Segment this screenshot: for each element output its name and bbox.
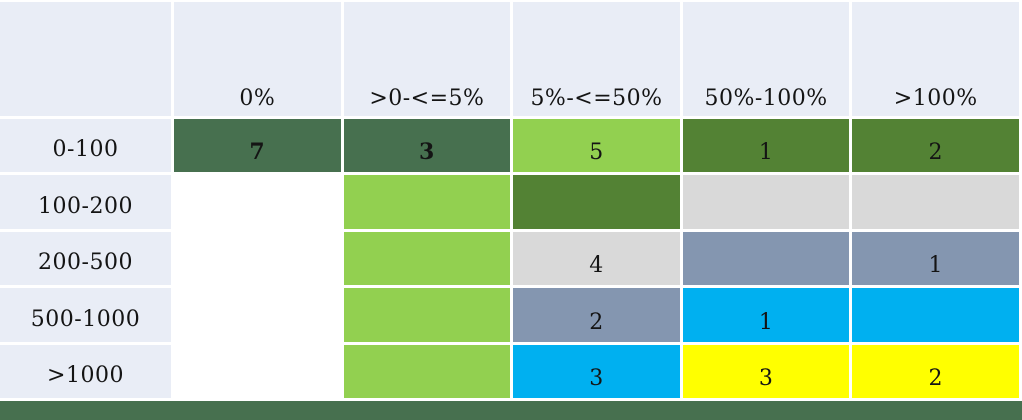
heatmap-cell-r1c2 [513, 175, 680, 229]
row-header-4: >1000 [0, 344, 171, 398]
heatmap-cell-r4c4: 2 [852, 344, 1019, 398]
heatmap-cell-r0c0: 7 [174, 119, 341, 173]
heatmap-cell-r4c3: 3 [682, 344, 850, 398]
heatmap-cell-r1c3 [682, 175, 850, 229]
row-header-2: 200-500 [0, 231, 171, 286]
heatmap-cell-r1c4 [852, 175, 1019, 229]
column-header-3: 50%-100% [682, 2, 850, 116]
matrix-grid: 0% >0-<=5% 5%-<=50% 50%-100% >100% 0-100 7 3 5 1 2… [0, 0, 1019, 398]
heatmap-cell-r1c1 [343, 175, 511, 229]
heatmap-cell-r3c4 [852, 288, 1019, 342]
heatmap-cell-r0c1: 3 [343, 119, 511, 173]
heatmap-cell-r3c3: 1 [682, 288, 850, 342]
heatmap-cell-r0c4: 2 [852, 119, 1019, 173]
heatmap-cell-r2c2: 4 [513, 231, 680, 286]
heatmap-cell-r0c3: 1 [682, 119, 850, 173]
row-header-3: 500-1000 [0, 288, 171, 342]
heatmap-cell-r4c1 [343, 344, 511, 398]
column-header-1: >0-<=5% [343, 2, 511, 116]
column-header-0: 0% [174, 2, 341, 116]
row-header-1: 100-200 [0, 175, 171, 229]
heatmap-cell-r2c0 [174, 231, 341, 286]
heatmap-cell-r4c0 [174, 344, 341, 398]
heatmap-cell-r2c3 [682, 231, 850, 286]
column-header-4: >100% [852, 2, 1019, 116]
footer-accent-bar [0, 401, 1022, 420]
column-header-2: 5%-<=50% [513, 2, 680, 116]
heatmap-cell-r2c1 [343, 231, 511, 286]
heatmap-cell-r2c4: 1 [852, 231, 1019, 286]
corner-cell [0, 2, 171, 116]
heatmap-cell-r3c2: 2 [513, 288, 680, 342]
heatmap-cell-r3c0 [174, 288, 341, 342]
row-header-0: 0-100 [0, 119, 171, 173]
heatmap-cell-r3c1 [343, 288, 511, 342]
heatmap-cell-r4c2: 3 [513, 344, 680, 398]
heatmap-cell-r1c0 [174, 175, 341, 229]
heatmap-cell-r0c2: 5 [513, 119, 680, 173]
